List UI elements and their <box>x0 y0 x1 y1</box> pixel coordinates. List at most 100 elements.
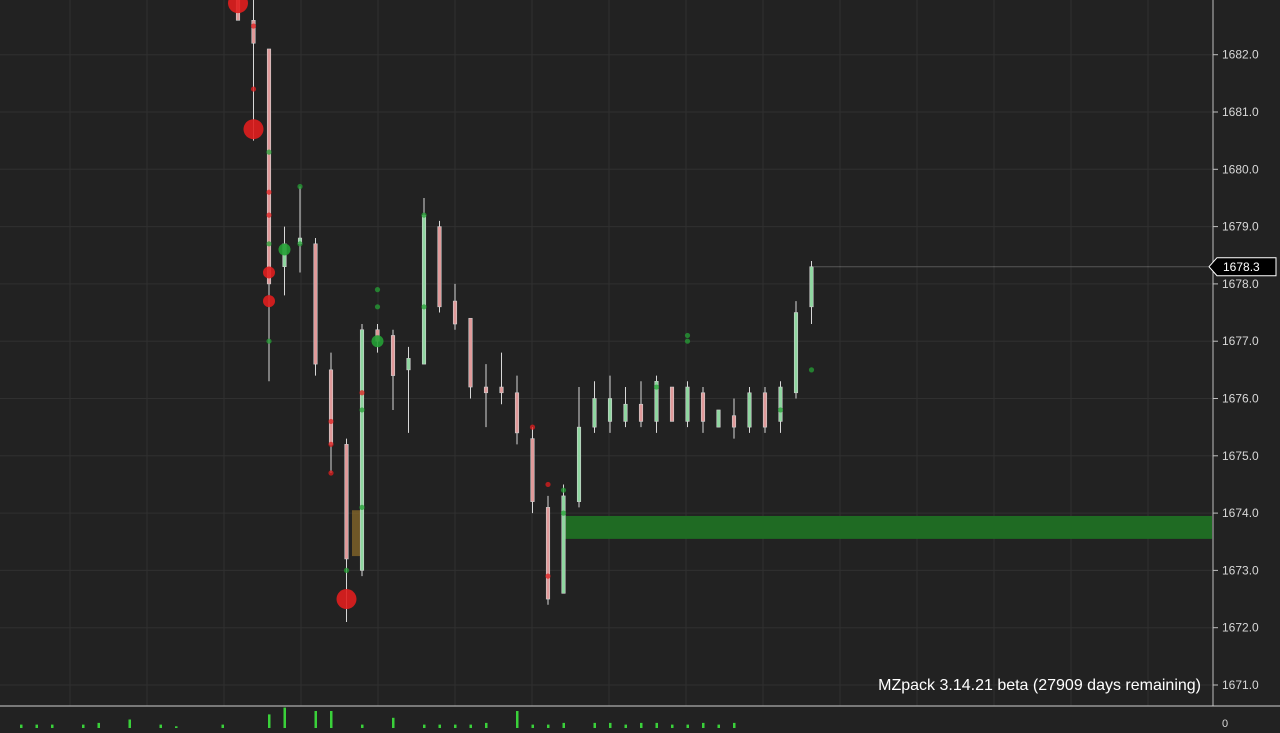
volume-bar <box>268 714 271 728</box>
volume-bar <box>392 717 395 728</box>
volume-bar <box>454 724 457 728</box>
volume-bar <box>671 724 674 728</box>
candle-body-down[interactable] <box>700 392 706 422</box>
price-tick-label: 1677.0 <box>1222 334 1259 348</box>
volume-bar <box>159 724 162 728</box>
volume-bar <box>128 719 131 728</box>
price-tick-label: 1672.0 <box>1222 621 1259 635</box>
volume-bar <box>733 722 736 728</box>
candle-body-down[interactable] <box>266 48 272 285</box>
candle-body-down[interactable] <box>499 386 504 394</box>
candle-body-down[interactable] <box>483 386 489 394</box>
grid <box>0 0 1213 706</box>
volume-bar <box>221 724 224 728</box>
candle-body-down[interactable] <box>468 317 473 388</box>
volume-bar <box>423 724 426 728</box>
candle-body-up[interactable] <box>793 312 799 394</box>
candle-body-up[interactable] <box>654 381 659 422</box>
green-zone-rect <box>564 515 1212 539</box>
bid-dot <box>328 418 334 425</box>
ask-dot <box>278 243 291 256</box>
ask-dot <box>560 487 567 493</box>
volume-bar <box>82 724 85 728</box>
ask-dot <box>684 338 691 344</box>
candle-body-down[interactable] <box>390 335 396 376</box>
candle-body-down[interactable] <box>452 300 458 325</box>
ask-dot <box>371 335 384 348</box>
bid-dot <box>263 295 275 308</box>
bid-dot <box>529 424 536 430</box>
ask-dot <box>374 304 381 310</box>
price-tick-label: 1680.0 <box>1222 162 1259 176</box>
ask-dot <box>359 407 365 413</box>
candle-body-up[interactable] <box>747 392 752 428</box>
candle-body-down[interactable] <box>545 507 551 600</box>
candle-body-down[interactable] <box>514 392 520 434</box>
ask-dot <box>343 567 350 574</box>
volume-axis-label: 0 <box>1222 718 1228 728</box>
volume-bar <box>531 724 534 728</box>
candle-body-up[interactable] <box>406 358 411 371</box>
candle-body-down[interactable] <box>669 386 675 422</box>
candle-body-down[interactable] <box>731 415 737 428</box>
bid-dot <box>545 573 551 579</box>
volume-bar <box>438 724 441 728</box>
price-tick-label: 1671.0 <box>1222 678 1259 692</box>
ask-dot <box>777 407 784 413</box>
candle-body-down[interactable] <box>328 369 334 445</box>
bid-dot <box>243 119 264 140</box>
candle-body-down[interactable] <box>251 20 256 44</box>
bid-dot <box>250 86 257 92</box>
order-flow-dots <box>228 0 815 610</box>
volume-bar <box>686 724 689 728</box>
ask-dot <box>266 241 272 247</box>
candle-body-up[interactable] <box>359 329 365 571</box>
volume-bar <box>97 722 100 728</box>
bid-dot <box>228 0 248 14</box>
bid-dot <box>336 589 357 610</box>
candle-body-up[interactable] <box>561 495 566 594</box>
candle-body-up[interactable] <box>592 398 597 428</box>
volume-bar <box>655 722 658 728</box>
candle-body-down[interactable] <box>530 438 535 502</box>
bid-dot <box>328 470 334 476</box>
volume-bar <box>547 724 550 728</box>
candle-body-down[interactable] <box>437 226 442 308</box>
price-tick-label: 1673.0 <box>1222 563 1259 577</box>
candle-body-down[interactable] <box>313 243 318 365</box>
candle-body-up[interactable] <box>778 386 783 422</box>
candle-body-up[interactable] <box>421 214 427 365</box>
bid-dot <box>266 189 272 195</box>
candle-body-down[interactable] <box>344 444 349 560</box>
volume-bar <box>624 724 627 728</box>
last-price-label: 1678.3 <box>1223 260 1260 274</box>
candle-body-down[interactable] <box>638 403 644 422</box>
ask-dot <box>808 367 815 373</box>
candle-body-up[interactable] <box>623 403 628 422</box>
candle-body-up[interactable] <box>576 426 582 502</box>
price-axis[interactable]: 1671.0 1672.0 1673.0 1674.0 1675.0 1676.0 1677… <box>1213 48 1259 692</box>
candle-body-up[interactable] <box>607 398 613 422</box>
volume-bar <box>469 724 472 728</box>
ask-dot <box>560 510 567 516</box>
volume-bar <box>361 724 364 728</box>
candle-body-up[interactable] <box>716 409 721 428</box>
volume-bar <box>516 711 519 728</box>
volume-bar <box>51 724 54 728</box>
candle-body-up[interactable] <box>809 266 814 308</box>
ask-dot <box>374 287 381 293</box>
volume-bar <box>175 726 178 728</box>
candle-body-up[interactable] <box>685 386 690 422</box>
volume-bar <box>562 722 565 728</box>
candle-body-down[interactable] <box>762 392 768 428</box>
price-tick-label: 1676.0 <box>1222 392 1259 406</box>
price-tick-label: 1678.0 <box>1222 277 1259 291</box>
price-tick-label: 1681.0 <box>1222 105 1259 119</box>
volume-bar <box>485 722 488 728</box>
price-tick-label: 1679.0 <box>1222 220 1259 234</box>
volume-bar <box>314 711 317 728</box>
watermark-text: MZpack 3.14.21 beta (27909 days remainin… <box>878 677 1201 694</box>
